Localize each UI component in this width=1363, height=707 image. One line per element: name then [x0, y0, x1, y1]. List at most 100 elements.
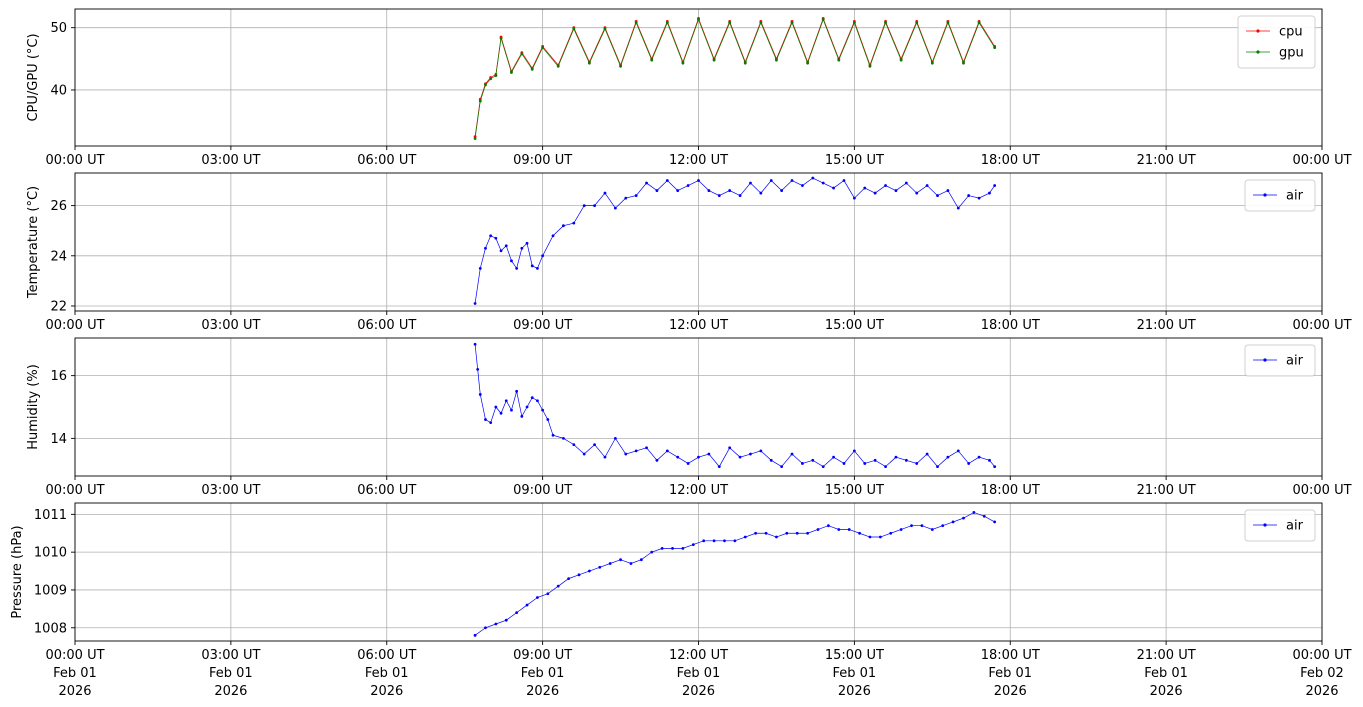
- data-point: [889, 531, 893, 535]
- data-point: [910, 524, 913, 528]
- data-point: [520, 246, 524, 250]
- data-point: [956, 449, 960, 453]
- x-tick-label: 00:00 UT: [1292, 648, 1351, 663]
- data-point: [967, 462, 971, 465]
- x-tick-label: 18:00 UT: [981, 153, 1040, 168]
- legend-box: [1244, 179, 1316, 212]
- data-point: [499, 411, 503, 415]
- data-point: [884, 21, 887, 25]
- x-tick-date-label: Feb 01: [521, 666, 565, 681]
- data-point: [852, 196, 856, 200]
- data-point: [790, 21, 794, 25]
- data-point: [920, 524, 924, 528]
- y-axis-label: Humidity (%): [26, 364, 41, 450]
- data-point: [801, 462, 804, 465]
- data-point: [769, 458, 773, 462]
- x-tick-date-label: Feb 01: [53, 666, 97, 681]
- data-point: [489, 77, 493, 81]
- x-tick-year-label: 2026: [994, 684, 1027, 699]
- data-point: [530, 68, 534, 71]
- y-tick-label: 16: [50, 369, 67, 384]
- data-point: [510, 259, 513, 263]
- legend-label: cpu: [1279, 25, 1303, 40]
- data-point: [930, 528, 934, 531]
- data-point: [930, 61, 934, 65]
- data-point: [681, 546, 685, 550]
- data-point: [858, 531, 861, 535]
- data-point: [546, 418, 550, 421]
- data-point: [759, 191, 763, 195]
- data-point: [525, 241, 529, 245]
- x-axis: 00:00 UT Feb 01 2026 03:00 UT Feb 01 2026 06:0…: [45, 641, 1352, 699]
- x-tick-label: 12:00 UT: [669, 318, 728, 333]
- data-point: [894, 189, 898, 192]
- x-tick-label: 00:00 UT: [45, 648, 104, 663]
- x-tick-label: 15:00 UT: [825, 483, 884, 498]
- data-point: [478, 393, 482, 396]
- x-tick-label: 12:00 UT: [669, 153, 728, 168]
- data-point: [510, 408, 513, 412]
- legend-swatch-marker: [1263, 358, 1267, 362]
- data-point: [795, 531, 799, 535]
- data-point: [525, 603, 529, 607]
- data-point: [686, 462, 690, 465]
- data-point: [645, 181, 648, 185]
- data-point: [852, 449, 856, 453]
- legend: air: [1244, 344, 1316, 377]
- data-point: [546, 592, 550, 596]
- data-point: [915, 21, 919, 25]
- series-air: [473, 511, 997, 637]
- legend: cpu gpu: [1237, 15, 1316, 69]
- x-tick-label: 03:00 UT: [201, 318, 260, 333]
- data-point: [593, 443, 596, 447]
- data-point: [915, 462, 919, 465]
- data-point: [863, 186, 867, 190]
- x-tick-label: 09:00 UT: [513, 648, 572, 663]
- data-point: [868, 64, 872, 68]
- data-point: [884, 465, 887, 468]
- data-point: [764, 531, 768, 535]
- x-tick-date-label: Feb 01: [209, 666, 253, 681]
- data-point: [707, 189, 711, 192]
- data-point: [749, 181, 752, 185]
- data-point: [650, 58, 654, 62]
- data-point: [582, 204, 586, 208]
- data-point: [624, 196, 628, 200]
- x-tick-label: 09:00 UT: [513, 318, 572, 333]
- data-point: [785, 531, 789, 535]
- data-point: [697, 18, 700, 21]
- data-point: [837, 58, 841, 62]
- data-point: [567, 577, 571, 581]
- x-tick-label: 18:00 UT: [981, 648, 1040, 663]
- data-point: [946, 189, 950, 192]
- data-point: [562, 436, 565, 440]
- legend-box: [1244, 509, 1316, 542]
- data-point: [494, 236, 498, 240]
- data-point: [951, 520, 955, 524]
- data-point: [754, 531, 758, 535]
- data-point: [977, 21, 981, 25]
- data-point: [598, 565, 602, 569]
- legend-swatch-marker: [1263, 193, 1267, 197]
- x-tick-date-label: Feb 01: [677, 666, 721, 681]
- x-tick-year-label: 2026: [58, 684, 91, 699]
- data-point: [603, 27, 607, 31]
- data-point: [925, 452, 929, 456]
- legend: air: [1244, 509, 1316, 542]
- data-point: [645, 446, 648, 450]
- data-point: [510, 71, 513, 74]
- panel-2: 00:00 UT 03:00 UT 06:00 UT 09:00 UT 12:00 UT…: [26, 172, 1352, 333]
- data-point: [478, 266, 482, 270]
- data-point: [894, 455, 898, 459]
- x-tick-year-label: 2026: [526, 684, 559, 699]
- y-axis: 1008 1009 1010 1011: [34, 508, 75, 636]
- y-axis: 14 16: [50, 369, 75, 447]
- data-point: [790, 179, 794, 182]
- legend: air: [1244, 179, 1316, 212]
- x-tick-date-label: Feb 02: [1300, 666, 1344, 681]
- data-point: [878, 535, 882, 539]
- data-point: [702, 539, 706, 543]
- data-point: [738, 194, 742, 197]
- data-point: [993, 46, 997, 50]
